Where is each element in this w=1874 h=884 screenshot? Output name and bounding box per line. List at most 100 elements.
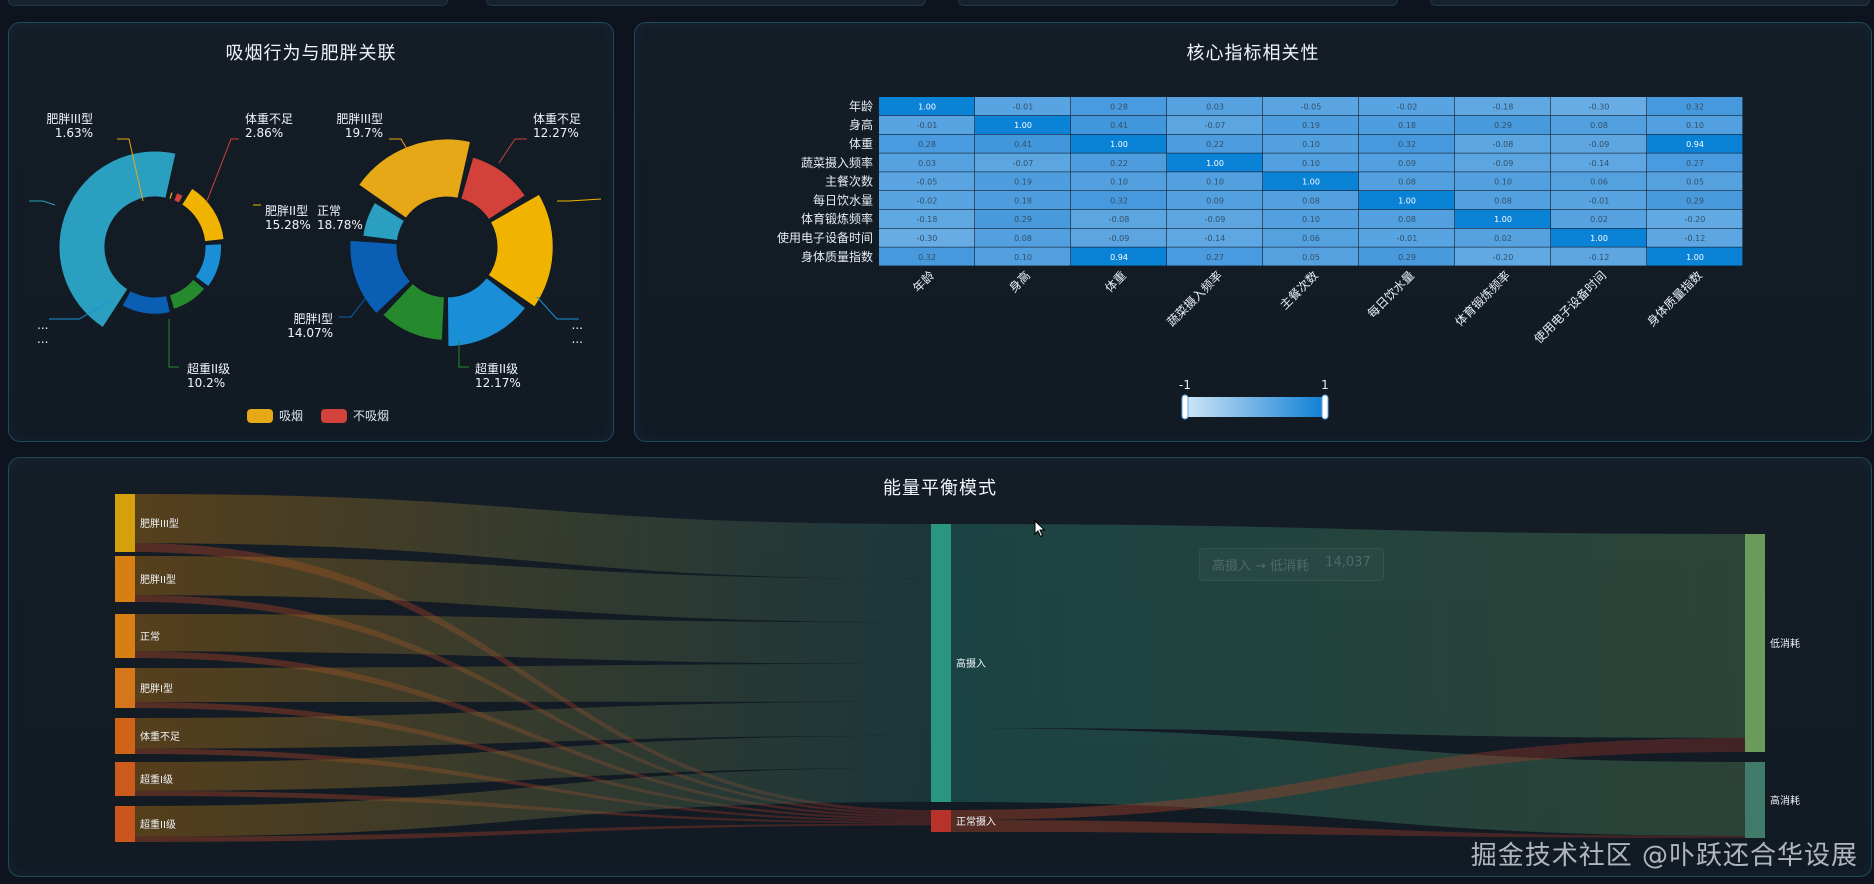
heatmap-cell[interactable] [975, 172, 1071, 191]
heatmap-cell[interactable] [1455, 209, 1551, 228]
heatmap-cell[interactable] [1263, 97, 1359, 116]
heatmap-cell[interactable] [1167, 115, 1263, 134]
sankey-node[interactable] [931, 524, 951, 802]
heatmap-cell[interactable] [1263, 209, 1359, 228]
heatmap-cell[interactable] [975, 97, 1071, 116]
heatmap-cell[interactable] [1071, 209, 1167, 228]
heatmap-cell[interactable] [1551, 134, 1647, 153]
heatmap-cell[interactable] [1359, 97, 1455, 116]
heatmap-cell[interactable] [1167, 134, 1263, 153]
sankey-node[interactable] [115, 762, 135, 796]
heatmap-cell[interactable] [879, 153, 975, 172]
heatmap-cell[interactable] [1455, 115, 1551, 134]
donut-smoking[interactable] [58, 150, 225, 329]
donut-charts[interactable]: 肥胖III型1.63%体重不足2.86%肥胖II型15.28%超重II级10.2… [9, 23, 615, 423]
heatmap-cell[interactable] [1359, 172, 1455, 191]
heatmap-cell[interactable] [879, 191, 975, 210]
heatmap-cell[interactable] [1647, 172, 1743, 191]
heatmap-cell[interactable] [1167, 153, 1263, 172]
heatmap-cell[interactable] [1455, 228, 1551, 247]
heatmap-cell[interactable] [1263, 153, 1359, 172]
heatmap-cell[interactable] [1647, 209, 1743, 228]
heatmap-cell[interactable] [1359, 209, 1455, 228]
heatmap-cell[interactable] [1167, 209, 1263, 228]
heatmap-cell[interactable] [1551, 172, 1647, 191]
heatmap-cell[interactable] [1167, 191, 1263, 210]
heatmap-cell[interactable] [1071, 153, 1167, 172]
heatmap-cell[interactable] [1647, 134, 1743, 153]
correlation-heatmap[interactable]: 1.00 -0.01 0.28 0.03 -0.05 -0.02 -0.18 -0.30 0.3… [635, 23, 1873, 433]
heatmap-cell[interactable] [1071, 134, 1167, 153]
heatmap-cell[interactable] [1455, 153, 1551, 172]
visual-map-handle-min[interactable] [1181, 394, 1189, 420]
donut-slice[interactable] [58, 150, 177, 329]
heatmap-cell[interactable] [1359, 228, 1455, 247]
heatmap-cell[interactable] [1167, 247, 1263, 266]
heatmap-cell[interactable] [1551, 153, 1647, 172]
heatmap-cell[interactable] [1647, 191, 1743, 210]
heatmap-cell[interactable] [1263, 134, 1359, 153]
donut-slice[interactable] [121, 290, 171, 315]
heatmap-cell[interactable] [1455, 247, 1551, 266]
donut-slice[interactable] [487, 193, 554, 308]
donut-slice[interactable] [358, 138, 472, 219]
heatmap-cell[interactable] [879, 172, 975, 191]
heatmap-cell[interactable] [1647, 247, 1743, 266]
heatmap-cell[interactable] [975, 153, 1071, 172]
heatmap-cell[interactable] [1359, 191, 1455, 210]
heatmap-cell[interactable] [1071, 247, 1167, 266]
heatmap-cell[interactable] [1263, 247, 1359, 266]
heatmap-cell[interactable] [879, 247, 975, 266]
sankey-node[interactable] [115, 556, 135, 602]
heatmap-cell[interactable] [1359, 115, 1455, 134]
legend-item-nonsmoking[interactable]: 不吸烟 [321, 407, 389, 424]
sankey-node[interactable] [931, 810, 951, 832]
donut-slice[interactable] [382, 282, 445, 341]
heatmap-cell[interactable] [1263, 228, 1359, 247]
heatmap-cell[interactable] [1551, 191, 1647, 210]
heatmap-cell[interactable] [1551, 115, 1647, 134]
heatmap-cell[interactable] [879, 97, 975, 116]
sankey-node[interactable] [115, 668, 135, 708]
sankey-node[interactable] [115, 718, 135, 754]
donut-slice[interactable] [349, 239, 412, 315]
donut-slice[interactable] [460, 156, 526, 221]
legend-item-smoking[interactable]: 吸烟 [247, 407, 303, 424]
heatmap-cell[interactable] [1647, 115, 1743, 134]
donut-slice[interactable] [181, 187, 225, 243]
heatmap-cell[interactable] [1071, 115, 1167, 134]
donut-slice[interactable] [194, 243, 222, 288]
heatmap-cell[interactable] [879, 228, 975, 247]
heatmap-cell[interactable] [1359, 153, 1455, 172]
heatmap-cell[interactable] [1455, 134, 1551, 153]
heatmap-cell[interactable] [1455, 191, 1551, 210]
visual-map-handle-max[interactable] [1321, 394, 1329, 420]
heatmap-cell[interactable] [1167, 97, 1263, 116]
heatmap-cell[interactable] [1647, 228, 1743, 247]
heatmap-cell[interactable] [1359, 134, 1455, 153]
heatmap-cell[interactable] [975, 209, 1071, 228]
heatmap-cell[interactable] [879, 209, 975, 228]
heatmap-cell[interactable] [879, 115, 975, 134]
heatmap-cell[interactable] [1551, 247, 1647, 266]
heatmap-cell[interactable] [975, 115, 1071, 134]
heatmap-cell[interactable] [1455, 97, 1551, 116]
heatmap-cell[interactable] [975, 134, 1071, 153]
sankey-node[interactable] [115, 614, 135, 658]
heatmap-cell[interactable] [975, 191, 1071, 210]
heatmap-cell[interactable] [1263, 115, 1359, 134]
heatmap-cell[interactable] [1551, 228, 1647, 247]
heatmap-cell[interactable] [1263, 191, 1359, 210]
donut-slice[interactable] [168, 278, 206, 310]
heatmap-cell[interactable] [1167, 228, 1263, 247]
heatmap-cell[interactable] [1455, 172, 1551, 191]
heatmap-cell[interactable] [1071, 191, 1167, 210]
donut-nonsmoking[interactable] [349, 138, 554, 348]
heatmap-cell[interactable] [1647, 153, 1743, 172]
heatmap-cell[interactable] [1167, 172, 1263, 191]
donut-slice[interactable] [446, 277, 527, 348]
sankey-node[interactable] [1745, 762, 1765, 838]
heatmap-cell[interactable] [1551, 209, 1647, 228]
donut-slice[interactable] [173, 192, 184, 204]
